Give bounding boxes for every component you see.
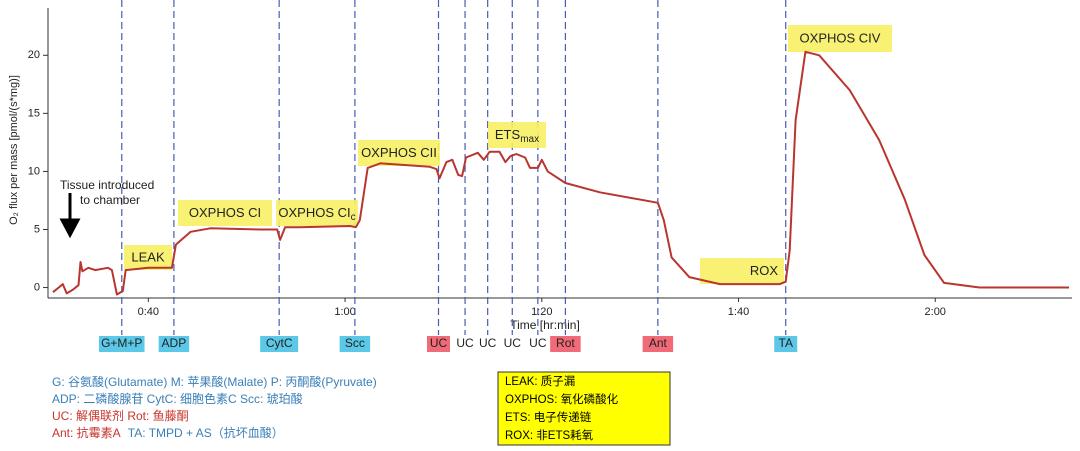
- note-text: Tissue introduced: [60, 178, 154, 192]
- event-label: UC: [504, 336, 522, 350]
- event-label-bg: [260, 336, 299, 352]
- annotation-text: ETS: [495, 127, 521, 142]
- event-label-bg: [774, 336, 798, 352]
- x-tick-label: 1:40: [728, 306, 749, 318]
- note-text: to chamber: [80, 193, 140, 207]
- y-tick-label: 5: [34, 223, 40, 235]
- event-label: UC: [456, 336, 474, 350]
- annotation: ETSmax: [495, 127, 539, 144]
- x-tick-label: 0:40: [138, 306, 159, 318]
- annotation-box: [178, 200, 272, 226]
- annotation: LEAK: [131, 250, 165, 265]
- annotation-subscript: max: [520, 134, 539, 145]
- term: OXPHOS: 氧化磷酸化: [505, 392, 619, 406]
- annotation-box: [358, 140, 440, 166]
- term: ETS: 电子传递链: [505, 410, 592, 424]
- event-label: Scc: [345, 336, 365, 350]
- trace-line: [52, 50, 1069, 296]
- annotation: OXPHOS CIc: [278, 205, 355, 222]
- note-arrow: [59, 193, 81, 239]
- y-tick-label: 0: [34, 281, 40, 293]
- event-label-bg: [642, 336, 674, 352]
- event-label-bg: [99, 336, 145, 352]
- term: ROX: 非ETS耗氧: [505, 428, 594, 442]
- annotation-text: ROX: [750, 263, 779, 278]
- key-text: TA: TMPD + AS（抗坏血酸）: [128, 425, 284, 440]
- event-label: ADP: [162, 336, 187, 350]
- event-label: Rot: [556, 336, 575, 350]
- key-line: Ant: 抗霉素A TA: TMPD + AS（抗坏血酸）: [52, 425, 284, 440]
- annotation-text: OXPHOS CII: [361, 145, 437, 160]
- y-tick-label: 15: [28, 107, 40, 119]
- key-text: Ant: 抗霉素A: [52, 425, 121, 440]
- event-label: Ant: [649, 336, 668, 350]
- annotation-box: [788, 25, 892, 52]
- event-label-bg: [158, 336, 190, 352]
- annotation-box: [276, 200, 358, 226]
- annotation-box: [488, 122, 546, 148]
- event-label: UC: [430, 336, 448, 350]
- x-axis-label: Time [hr:min]: [510, 318, 580, 332]
- annotation-subscript: c: [351, 212, 356, 223]
- event-label-bg: [339, 336, 371, 352]
- annotation-text: OXPHOS CIV: [800, 31, 881, 46]
- y-tick-label: 10: [28, 165, 40, 177]
- annotation: ROX: [750, 263, 779, 278]
- event-label: G+M+P: [101, 336, 142, 350]
- event-label-bg: [427, 336, 451, 352]
- key-text: ADP: 二磷酸腺苷 CytC: 细胞色素C Scc: 琥珀酸: [52, 391, 303, 406]
- key-line: ADP: 二磷酸腺苷 CytC: 细胞色素C Scc: 琥珀酸: [52, 391, 303, 406]
- y-tick-label: 20: [28, 49, 40, 61]
- event-label: CytC: [266, 336, 293, 350]
- y-axis-label: O₂ flux per mass [pmol/(s*mg)]: [8, 75, 20, 225]
- key-text: G: 谷氨酸(Glutamate) M: 苹果酸(Malate) P: 丙酮酸(…: [52, 374, 377, 389]
- annotation-text: OXPHOS CI: [189, 205, 261, 220]
- x-tick-label: 2:00: [925, 306, 946, 318]
- annotation-box: [124, 245, 172, 270]
- key-line: G: 谷氨酸(Glutamate) M: 苹果酸(Malate) P: 丙酮酸(…: [52, 374, 377, 389]
- key-text: UC: 解偶联剂 Rot: 鱼藤酮: [52, 408, 189, 423]
- annotation-box: [700, 258, 784, 284]
- annotation: OXPHOS CII: [361, 145, 437, 160]
- annotation-text: OXPHOS CI: [278, 205, 350, 220]
- annotation: OXPHOS CIV: [800, 31, 881, 46]
- terms-box: [497, 371, 671, 446]
- annotation-text: LEAK: [131, 250, 165, 265]
- x-tick-label: 1:20: [531, 306, 552, 318]
- event-label: TA: [779, 336, 793, 350]
- event-label: UC: [479, 336, 497, 350]
- event-label: UC: [529, 336, 547, 350]
- key-line: UC: 解偶联剂 Rot: 鱼藤酮: [52, 408, 189, 423]
- x-tick-label: 1:00: [334, 306, 355, 318]
- term: LEAK: 质子漏: [505, 375, 575, 388]
- event-label-bg: [550, 336, 581, 352]
- annotation: OXPHOS CI: [189, 205, 261, 220]
